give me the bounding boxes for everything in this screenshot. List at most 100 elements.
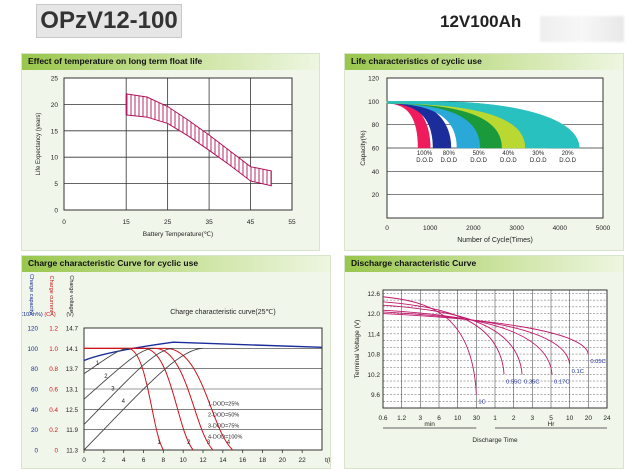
rating-label: 12V100Ah [440, 12, 522, 31]
y-tick-label: 13.1 [66, 387, 79, 394]
x-tick-label: 18 [259, 457, 267, 464]
current-curve-4 [84, 347, 234, 451]
y-axis-label: Terminal Voltage (V) [354, 320, 361, 379]
legend-item: 1-DOD=25% [208, 401, 239, 407]
x-tick-label: 10 [180, 457, 188, 464]
y-tick-label: 100 [27, 346, 38, 353]
model-title: OPzV12-100 [40, 7, 178, 34]
y-tick-label: 12.6 [367, 291, 380, 298]
series-label: 0.1C [572, 369, 584, 375]
x-tick-label: 10 [454, 415, 462, 422]
dod-label: 100% [417, 151, 433, 157]
plot-area [63, 77, 293, 211]
series-label: 0.55C [506, 379, 521, 385]
x-group-label: min [424, 421, 435, 428]
x-tick-label: 6 [142, 457, 146, 464]
blurred-region [540, 16, 624, 42]
y-tick-label: 40 [31, 407, 39, 414]
x-tick-label: 10 [566, 415, 574, 422]
panel-title: Charge characteristic Curve for cyclic u… [28, 258, 199, 268]
dod-label: D.O.D [470, 158, 487, 164]
panel-title: Effect of temperature on long term float… [28, 56, 203, 66]
y-axis-label: Charge capacity [28, 274, 34, 314]
x-tick-label: 55 [288, 219, 296, 226]
legend-item: 2-DOD=50% [208, 412, 239, 418]
curve-label: 4 [122, 399, 126, 405]
y-tick-label: 100 [368, 99, 379, 106]
model-title-box: OPzV12-100 [36, 4, 182, 38]
curve-label: 4 [227, 440, 231, 446]
y-tick-label: 40 [372, 169, 380, 176]
x-tick-label: 1000 [423, 225, 438, 232]
discharge-curve-6 [382, 313, 589, 355]
x-tick-label: 15 [123, 219, 131, 226]
curve-label: 1 [157, 440, 161, 446]
dod-label: D.O.D [416, 158, 433, 164]
y-tick-label: 1.0 [49, 346, 58, 353]
capacity-curve-1 [83, 347, 129, 375]
x-tick-label: 20 [279, 457, 287, 464]
y-tick-label: 10 [51, 155, 59, 162]
cycle-series-6 [386, 101, 580, 149]
y-tick-label: 0.4 [49, 407, 58, 414]
x-axis-label: Battery Temperature(℃) [143, 231, 213, 238]
y-tick-label: 13.7 [66, 366, 79, 373]
y-tick-label: 11.3 [66, 448, 78, 455]
y-tick-label: 20 [51, 102, 59, 109]
y-tick-label: 120 [27, 326, 38, 333]
capacity-curve-4 [83, 347, 204, 451]
x-tick-label: 22 [299, 457, 307, 464]
x-tick-label: 4000 [553, 225, 568, 232]
y-tick-label: 0 [34, 448, 38, 455]
y-axis-label: Life Expectancy (years) [36, 113, 42, 176]
panel-title: Life characteristics of cyclic use [351, 56, 482, 66]
dod-label: D.O.D [559, 158, 576, 164]
chart-temperature-life: 0 15 25 35 45 55 0 5 10 15 20 25 Battery Temperature… [36, 76, 296, 239]
dod-label: D.O.D [440, 158, 457, 164]
y-tick-label: 120 [368, 76, 379, 83]
x-tick-label: 12 [199, 457, 207, 464]
curve-label: 3 [207, 440, 211, 446]
x-tick-label: 2 [102, 457, 106, 464]
series-label: 0.35C [524, 379, 539, 385]
x-tick-label: 45 [247, 219, 255, 226]
capacity-curve-3 [83, 347, 174, 425]
x-tick-label: 3 [531, 415, 535, 422]
chart-charge-curve: 0246810121416182022t(h)020406080100120(C… [22, 274, 330, 464]
x-tick-label: 6 [437, 415, 441, 422]
x-tick-label: 0 [385, 225, 389, 232]
panel-cyclic-life: Life characteristics of cyclic use 20 40 6… [344, 53, 624, 251]
dod-label: 30% [532, 151, 545, 157]
capacity-curve-2 [83, 347, 154, 400]
y-tick-label: 15 [51, 128, 59, 135]
chart-subtitle: Charge characteristic curve(25℃) [170, 309, 276, 316]
legend-item: 3-DOD=75% [208, 423, 239, 429]
y-tick-label: 0.6 [49, 387, 58, 394]
x-tick-label: 8 [162, 457, 166, 464]
x-tick-label: 16 [239, 457, 247, 464]
x-tick-label: 2 [512, 415, 516, 422]
dod-label: 80% [443, 151, 456, 157]
dod-label: 20% [562, 151, 575, 157]
panel-discharge-curve: Discharge characteristic Curve 0.6 1.2 3 6 1… [344, 255, 624, 469]
y-tick-label: 9.6 [371, 392, 380, 399]
y-tick-label: 20 [31, 427, 39, 434]
y-axis-unit: (C10Ah%) [22, 312, 43, 318]
y-axis-label: Charge current [48, 276, 54, 313]
dod-label: 50% [473, 151, 486, 157]
x-tick-label: 5 [549, 415, 553, 422]
x-tick-label: 0 [82, 457, 86, 464]
y-tick-label: 0 [54, 448, 58, 455]
x-tick-label: 5000 [596, 225, 611, 232]
life-band [125, 93, 272, 187]
y-tick-label: 14.7 [66, 326, 79, 333]
dod-label: D.O.D [500, 158, 517, 164]
y-tick-label: 80 [31, 366, 39, 373]
y-tick-label: 0.8 [49, 366, 58, 373]
x-tick-label: 25 [164, 219, 172, 226]
x-tick-label: 1 [493, 415, 497, 422]
x-tick-label: 14 [219, 457, 227, 464]
curve-label: 1 [96, 361, 100, 367]
x-tick-label: 2000 [466, 225, 481, 232]
